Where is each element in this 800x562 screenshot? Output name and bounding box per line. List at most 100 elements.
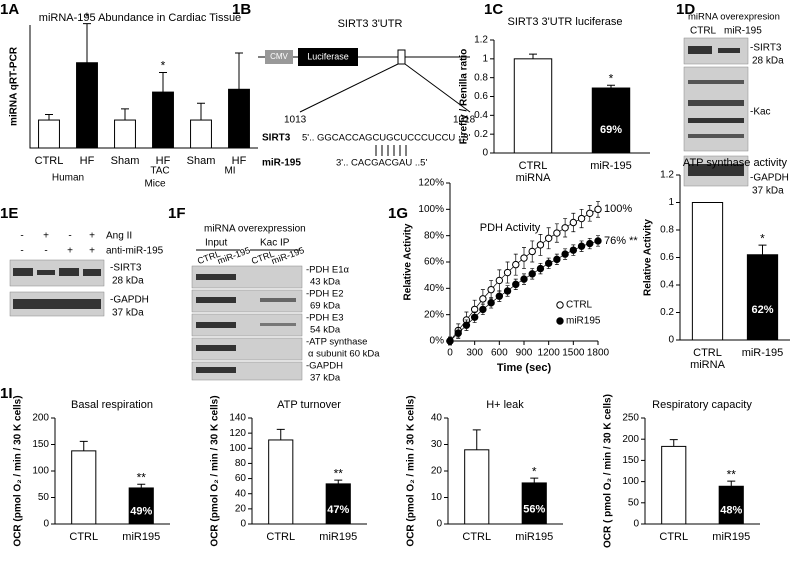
panel-label: 1E [0, 205, 18, 222]
blot-title: miRNA overexpresion [688, 12, 780, 23]
bar [76, 62, 98, 149]
bar [71, 450, 97, 525]
point [520, 275, 528, 283]
y-tick-label: 100% [418, 204, 444, 215]
x-tick-label: CTRL [462, 531, 491, 543]
bar [661, 445, 687, 525]
error-bar [83, 23, 91, 63]
blot-title: miRNA overexpression [204, 224, 306, 235]
x-tick-label: 1800 [587, 348, 610, 359]
point [586, 209, 594, 217]
point [470, 313, 479, 321]
legend-label: miR195 [566, 316, 601, 327]
y-axis-label: OCR ( pmol O₂ / min / 30 K cells) [603, 394, 614, 548]
y-tick-label: 1.2 [474, 35, 488, 46]
group-label: Input [205, 238, 227, 249]
significance: ** [137, 470, 147, 484]
x-tick-label: miR195 [122, 531, 160, 543]
y-tick-label: 0% [430, 336, 445, 347]
group-label: TAC [150, 166, 169, 177]
chart-title: Basal respiration [71, 399, 153, 411]
y-tick-label: 250 [622, 413, 639, 424]
blot-band [688, 100, 744, 106]
y-tick-label: 140 [229, 413, 246, 424]
blot-band [688, 80, 744, 84]
x-tick-label: miR-195 [590, 160, 632, 172]
chart-title: H+ leak [486, 399, 524, 411]
point [470, 305, 479, 314]
treatment-sign: + [89, 231, 95, 242]
mirna-name: miR-195 [262, 158, 301, 169]
significance: ** [727, 467, 737, 481]
point [512, 280, 520, 289]
error-bar [235, 52, 243, 90]
x-tick-label: 0 [447, 348, 453, 359]
point [569, 246, 578, 254]
treatment-sign: - [20, 246, 23, 257]
chart-title: ATP synthase activity [683, 157, 788, 169]
x-tick-label: miR195 [515, 531, 553, 543]
band-label: 28 kDa [112, 276, 144, 287]
bar [691, 202, 724, 341]
treatment-sign: - [20, 231, 23, 242]
bar-label: 49% [130, 505, 152, 517]
point [446, 337, 454, 345]
legend-label: CTRL [566, 300, 593, 311]
bar [591, 87, 631, 154]
error-bar [727, 480, 736, 487]
legend-marker [556, 317, 564, 325]
bar [190, 119, 212, 149]
error-bar [45, 113, 53, 121]
y-tick-label: 10 [431, 492, 443, 503]
point [577, 214, 586, 223]
band-label: -GAPDH [306, 361, 343, 372]
significance: * [161, 59, 166, 73]
band-label: -PDH E3 [306, 313, 343, 324]
point [586, 239, 594, 248]
bar [521, 482, 547, 525]
y-tick-label: 100 [32, 466, 49, 477]
target-sequence: 5'.. GGCACCAGCUGCUCCCUCCU ..3' [302, 133, 470, 144]
y-tick-label: 120% [418, 178, 444, 189]
bar [152, 91, 174, 149]
blot-band [196, 297, 236, 303]
position-label: 1013 [284, 115, 307, 126]
y-tick-label: 30 [431, 439, 443, 450]
site-box [397, 49, 406, 65]
x-tick-label: 600 [491, 348, 508, 359]
bar-label: 48% [720, 505, 742, 517]
y-axis-label: Firefly / Renilla ratio [459, 49, 470, 145]
error-bar [669, 439, 678, 447]
y-tick-label: 20% [424, 309, 444, 320]
band-label: -GAPDH [110, 295, 149, 306]
y-tick-label: 80% [424, 230, 444, 241]
point [577, 242, 586, 250]
y-tick-label: 200 [622, 434, 639, 445]
blot-band [718, 48, 740, 53]
y-tick-label: 1.2 [660, 170, 674, 181]
blot-band [260, 323, 296, 326]
band-label: 37 kDa [310, 373, 341, 384]
point [528, 247, 536, 256]
x-tick-label: CTRL miRNA [516, 160, 551, 184]
y-tick-label: 0.2 [474, 129, 488, 140]
x-tick-label: HF [80, 155, 95, 167]
treatment-name: Ang II [106, 231, 132, 242]
blot-band [688, 46, 712, 54]
band-label: 37 kDa [752, 186, 784, 197]
significance: * [609, 71, 614, 85]
bar [128, 487, 154, 525]
bar-label: 69% [600, 124, 622, 136]
chart-title: SIRT3 3'UTR luciferase [508, 16, 623, 28]
point [594, 237, 602, 245]
bar [38, 119, 60, 149]
treatment-sign: - [44, 246, 47, 257]
treatment-name: anti-miR-195 [106, 246, 164, 257]
band-label: α subunit 60 kDa [308, 349, 380, 360]
zoom-line [299, 63, 399, 113]
y-axis-label: OCR (pmol O₂ / min / 30 K cells) [406, 395, 417, 546]
point [528, 270, 536, 278]
pairing-lines [375, 145, 407, 156]
group-label: Kac IP [260, 238, 290, 249]
point [544, 234, 553, 243]
